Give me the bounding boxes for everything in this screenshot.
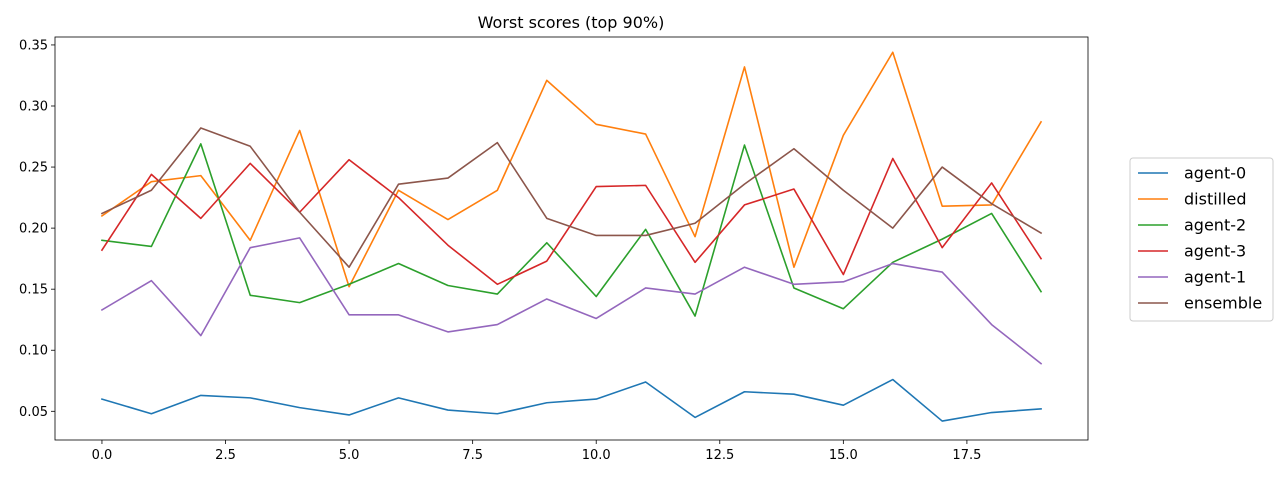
legend-label: distilled (1184, 190, 1247, 209)
y-tick-label: 0.25 (19, 161, 48, 176)
series-line-ensemble (100, 127, 1043, 269)
x-tick-label: 5.0 (339, 448, 360, 463)
y-tick-label: 0.05 (19, 405, 48, 420)
x-tick-label: 10.0 (582, 448, 611, 463)
legend-label: ensemble (1184, 294, 1262, 313)
axes: 0.0 2.5 5.0 7.5 10.0 12.5 15.0 17.5 0.05 0.10 0.15… (19, 38, 981, 463)
series-line-agent-1 (100, 237, 1043, 365)
y-tick-label: 0.15 (19, 283, 48, 298)
x-tick-label: 2.5 (215, 448, 236, 463)
x-tick-label: 17.5 (952, 448, 981, 463)
series-line-agent-3 (100, 157, 1043, 286)
y-tick-label: 0.20 (19, 222, 48, 237)
x-tick-label: 12.5 (705, 448, 734, 463)
chart-title: Worst scores (top 90%) (478, 13, 665, 32)
series-line-distilled (100, 51, 1043, 288)
legend: agent-0 distilled agent-2 agent-3 agent-1 ens… (1129, 157, 1274, 322)
legend-label: agent-0 (1184, 164, 1246, 183)
x-tick-label: 15.0 (829, 448, 858, 463)
legend-label: agent-2 (1184, 216, 1246, 235)
series-line-agent-0 (100, 378, 1042, 422)
x-tick-label: 0.0 (92, 448, 113, 463)
series-lines (100, 51, 1043, 422)
plot-frame (54, 36, 1089, 441)
legend-label: agent-3 (1184, 242, 1246, 261)
legend-label: agent-1 (1184, 268, 1246, 287)
x-tick-label: 7.5 (462, 448, 483, 463)
series-line-agent-2 (101, 143, 1043, 317)
y-tick-label: 0.35 (19, 38, 48, 53)
y-tick-label: 0.10 (19, 344, 48, 359)
y-tick-label: 0.30 (19, 99, 48, 114)
